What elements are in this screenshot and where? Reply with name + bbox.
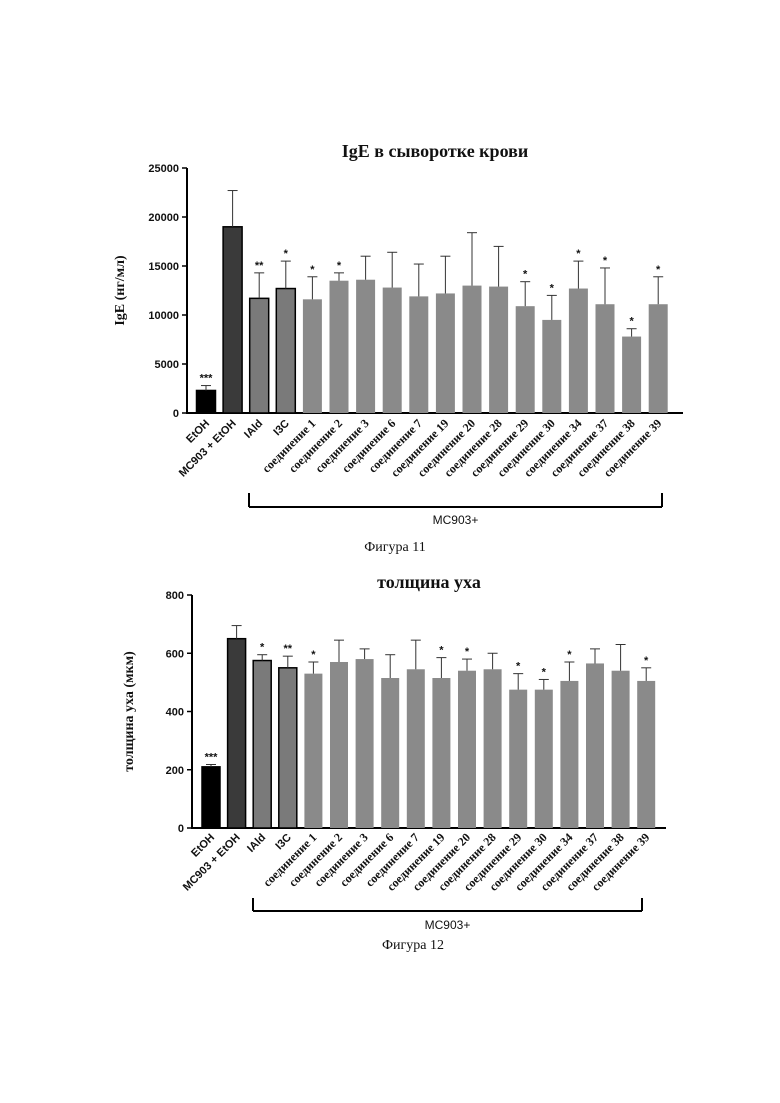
- bar: [637, 681, 655, 828]
- significance-label: *: [550, 282, 555, 294]
- significance-label: **: [284, 643, 293, 655]
- bar: [586, 663, 604, 828]
- significance-label: *: [629, 316, 634, 328]
- bar: [197, 390, 216, 413]
- bar: [330, 662, 348, 828]
- y-tick-label: 25000: [148, 163, 179, 175]
- significance-label: *: [516, 661, 521, 673]
- bar: [250, 298, 269, 413]
- bar: [383, 288, 402, 413]
- bar: [484, 669, 502, 828]
- bar: [516, 306, 535, 413]
- bar: [463, 286, 482, 413]
- bar: [622, 337, 641, 413]
- significance-label: *: [260, 642, 265, 654]
- significance-label: ***: [200, 373, 214, 385]
- significance-label: ***: [205, 752, 219, 764]
- bar: [381, 678, 399, 828]
- bar: [303, 299, 322, 413]
- figure-caption: Фигура 11: [364, 540, 426, 555]
- chart-title: толщина уха: [377, 572, 481, 592]
- bar: [276, 289, 295, 413]
- bar: [304, 674, 322, 828]
- bar: [560, 681, 578, 828]
- bar: [202, 767, 220, 828]
- x-tick-label: IAld: [242, 418, 265, 441]
- y-tick-label: 0: [178, 823, 184, 835]
- y-tick-label: 5000: [155, 359, 179, 371]
- significance-label: *: [644, 655, 649, 667]
- bar: [509, 690, 527, 828]
- bar: [489, 287, 508, 413]
- significance-label: *: [576, 248, 581, 260]
- significance-label: *: [603, 255, 608, 267]
- significance-label: *: [337, 260, 342, 272]
- chart-2: толщина уха толщина уха (мкм) 0 200 400 600 80…: [122, 572, 666, 953]
- bar: [407, 669, 425, 828]
- y-tick-label: 10000: [148, 310, 179, 322]
- group-label: MC903+: [425, 918, 471, 932]
- y-tick-label: 0: [173, 408, 179, 420]
- bar: [596, 304, 615, 413]
- bar: [569, 289, 588, 413]
- y-tick-label: 200: [166, 765, 184, 777]
- chart-title: IgE в сыворотке крови: [342, 141, 528, 161]
- y-tick-label: 20000: [148, 212, 179, 224]
- bar: [356, 659, 374, 828]
- y-tick-label: 400: [166, 707, 184, 719]
- group-label: MC903+: [433, 513, 479, 527]
- y-tick-label: 15000: [148, 261, 179, 273]
- significance-label: *: [567, 649, 572, 661]
- figure-caption: Фигура 12: [382, 938, 444, 953]
- significance-label: *: [542, 666, 547, 678]
- significance-label: *: [311, 649, 316, 661]
- bar: [458, 671, 476, 828]
- y-axis-title: IgE (нг/мл): [113, 255, 128, 326]
- bar: [409, 296, 428, 413]
- bar: [279, 668, 297, 828]
- bar: [432, 678, 450, 828]
- bar: [253, 661, 271, 828]
- bar: [356, 280, 375, 413]
- bar: [436, 293, 455, 413]
- bar: [330, 281, 349, 413]
- bar: [223, 227, 242, 413]
- bar: [228, 639, 246, 828]
- y-tick-label: 800: [166, 590, 184, 602]
- bar: [542, 320, 561, 413]
- significance-label: *: [310, 264, 315, 276]
- x-tick-label: IAld: [245, 832, 268, 855]
- significance-label: *: [465, 646, 470, 658]
- significance-label: *: [656, 264, 661, 276]
- significance-label: *: [284, 248, 289, 260]
- significance-label: *: [523, 269, 528, 281]
- significance-label: *: [439, 645, 444, 657]
- y-axis-title: толщина уха (мкм): [122, 651, 137, 772]
- chart-1: IgE в сыворотке крови IgE (нг/мл) 0 5000 100…: [113, 141, 683, 555]
- bar: [649, 304, 668, 413]
- y-tick-label: 600: [166, 648, 184, 660]
- bar: [535, 690, 553, 828]
- bar: [612, 671, 630, 828]
- significance-label: **: [255, 260, 264, 272]
